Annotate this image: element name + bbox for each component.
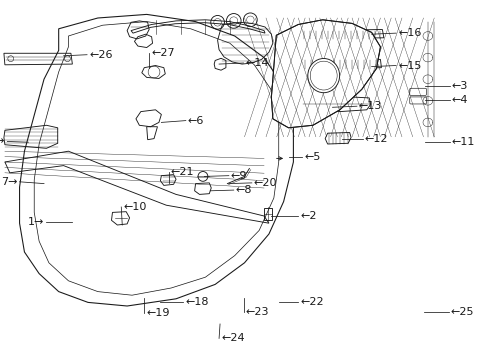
Text: ←2: ←2 [300,211,316,221]
Text: ←15: ←15 [397,60,421,71]
Text: ←8: ←8 [235,185,252,195]
Text: ←10: ←10 [123,202,146,212]
Text: ←5: ←5 [304,152,320,162]
Text: ←9: ←9 [230,171,247,181]
Text: ←25: ←25 [450,307,473,318]
Text: ←12: ←12 [364,134,387,144]
Text: ←14: ←14 [245,58,268,68]
Text: ←27: ←27 [151,48,174,58]
Ellipse shape [307,58,339,93]
Text: ←3: ←3 [451,81,468,91]
Text: ←19: ←19 [146,308,169,318]
Text: 7→: 7→ [1,177,18,187]
Text: 17→: 17→ [0,136,5,147]
Text: ←6: ←6 [187,116,204,126]
Polygon shape [271,20,380,128]
Text: 1→: 1→ [28,217,44,228]
Text: ←11: ←11 [451,137,474,147]
Text: ←18: ←18 [185,297,208,307]
Text: ←16: ←16 [397,28,421,38]
Text: ←23: ←23 [245,307,268,318]
Text: ←26: ←26 [89,50,112,60]
Text: ←4: ←4 [451,95,468,105]
Text: ←21: ←21 [170,167,194,177]
Text: ←13: ←13 [358,101,382,111]
Text: ←22: ←22 [300,297,323,307]
Text: ←24: ←24 [221,333,244,343]
Text: ←20: ←20 [253,178,277,188]
